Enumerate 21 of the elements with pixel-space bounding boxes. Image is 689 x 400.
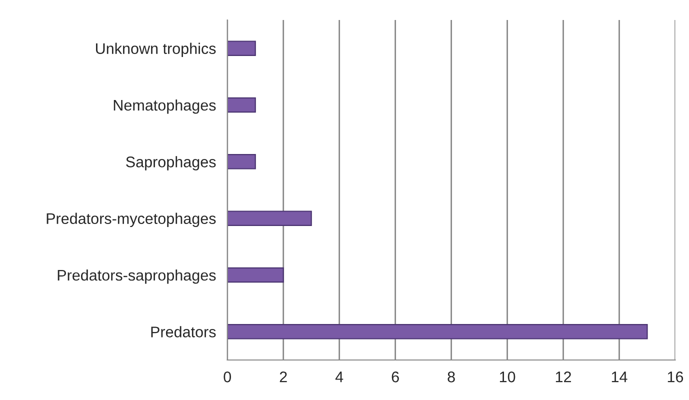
x-tick-label: 10 [500, 372, 516, 382]
y-tick-label: Predators-mycetophages [46, 212, 216, 228]
y-tick-label: Unknown trophics [96, 42, 216, 58]
x-tick-label: 0 [224, 372, 232, 382]
x-tick-label: 12 [556, 372, 571, 382]
bar [227, 267, 284, 283]
bar [227, 210, 312, 226]
bar [227, 154, 256, 170]
y-tick-label: Predators [151, 326, 216, 338]
bar [227, 97, 256, 113]
x-tick-label: 16 [668, 372, 684, 382]
x-tick-label: 8 [448, 372, 455, 382]
y-tick-label: Saprophages [126, 156, 216, 170]
x-tick-label: 2 [280, 372, 287, 382]
bar [227, 40, 256, 56]
y-tick-label: Nematophages [114, 99, 216, 114]
y-tick-label: Predators-saprophages [58, 269, 216, 284]
x-tick-label: 6 [392, 372, 399, 382]
x-tick-label: 4 [335, 372, 344, 382]
x-tick-label: 14 [612, 372, 628, 382]
bar [227, 324, 648, 340]
